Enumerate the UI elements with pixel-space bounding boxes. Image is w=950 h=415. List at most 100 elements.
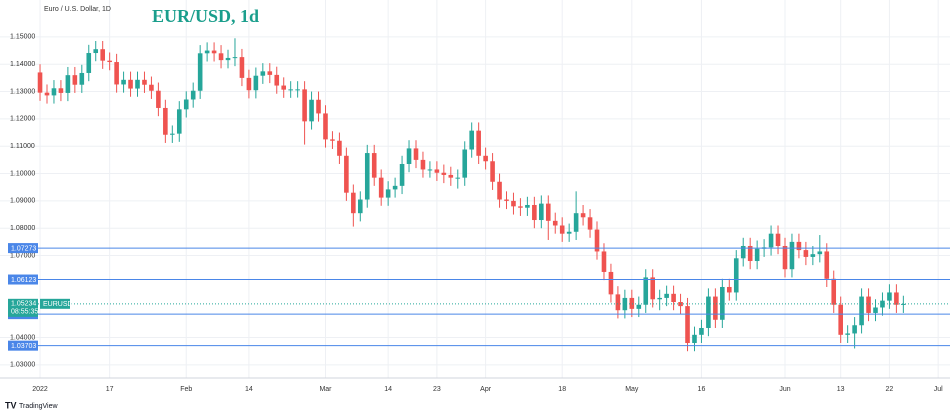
candle-body bbox=[170, 133, 175, 135]
candle-body bbox=[142, 79, 147, 85]
y-tick-label: 1.13000 bbox=[10, 88, 35, 95]
grid bbox=[0, 0, 950, 378]
x-tick-label: 14 bbox=[245, 386, 253, 393]
candle-body bbox=[128, 79, 133, 89]
price-level-tag bbox=[8, 274, 38, 285]
x-tick-label: 22 bbox=[886, 386, 894, 393]
candle-body bbox=[525, 204, 530, 208]
countdown: 08:55:35 bbox=[11, 309, 38, 316]
candle-body bbox=[594, 229, 600, 252]
candle-body bbox=[371, 153, 377, 178]
x-tick-label: 13 bbox=[837, 386, 845, 393]
y-tick-label: 1.03000 bbox=[10, 362, 35, 369]
x-tick-label: 16 bbox=[698, 386, 706, 393]
candle-body bbox=[692, 334, 697, 344]
price-level-label: 1.03703 bbox=[11, 343, 36, 350]
y-tick-label: 1.07000 bbox=[10, 252, 35, 259]
candle-body bbox=[643, 277, 649, 305]
candle-body bbox=[587, 217, 593, 230]
candle-body bbox=[894, 292, 899, 305]
logo: TV TradingView bbox=[5, 400, 58, 410]
candle-body bbox=[295, 89, 300, 91]
candle-body bbox=[713, 296, 718, 320]
candle-body bbox=[740, 245, 746, 259]
candle-body bbox=[873, 307, 878, 313]
candle-body bbox=[267, 71, 273, 75]
candle-body bbox=[211, 50, 217, 54]
logo-icon: TV bbox=[5, 400, 17, 410]
candle-body bbox=[448, 174, 454, 178]
price-level-label: 1.06123 bbox=[11, 277, 36, 284]
candle-body bbox=[775, 233, 781, 246]
candle-body bbox=[601, 251, 607, 272]
y-tick-label: 1.14000 bbox=[10, 61, 35, 68]
candle-body bbox=[782, 245, 788, 270]
candle-body bbox=[838, 304, 843, 335]
candle-body bbox=[580, 213, 586, 218]
x-tick-label: Apr bbox=[480, 386, 492, 393]
candle-body bbox=[392, 185, 398, 190]
candle-body bbox=[93, 49, 99, 54]
candle-body bbox=[532, 204, 537, 221]
candle-body bbox=[476, 130, 481, 156]
candle-body bbox=[323, 113, 328, 140]
candle-body bbox=[664, 293, 669, 298]
candle-body bbox=[573, 213, 579, 232]
candle-body bbox=[427, 169, 433, 171]
y-tick-label: 1.08000 bbox=[10, 225, 35, 232]
candle-body bbox=[810, 254, 816, 257]
y-tick-label: 1.11000 bbox=[10, 143, 35, 150]
candle-body bbox=[545, 203, 551, 221]
candle-body bbox=[866, 296, 871, 313]
candle-body bbox=[337, 140, 342, 156]
candle-body bbox=[44, 92, 50, 96]
symbol-label: EURUSD bbox=[43, 301, 73, 308]
x-tick-label: 17 bbox=[106, 386, 114, 393]
candle-body bbox=[511, 200, 516, 207]
candle-body bbox=[239, 57, 245, 78]
candle-body bbox=[121, 79, 126, 85]
candle-body bbox=[747, 245, 753, 262]
candle-body bbox=[246, 77, 252, 91]
candle-body bbox=[149, 84, 154, 91]
candle-body bbox=[225, 57, 231, 61]
candle-body bbox=[629, 297, 635, 309]
candle-body bbox=[796, 241, 802, 251]
logo-text: TradingView bbox=[19, 403, 58, 410]
symbol-tag bbox=[40, 298, 70, 309]
chart-title: EUR/USD, 1d bbox=[152, 6, 259, 26]
x-tick-label: 2022 bbox=[32, 386, 48, 393]
candle-body bbox=[357, 199, 363, 214]
candle-body bbox=[114, 62, 119, 85]
candle-body bbox=[79, 72, 85, 85]
candle-body bbox=[754, 248, 760, 262]
candle-body bbox=[566, 231, 572, 234]
candle-body bbox=[831, 278, 837, 305]
candle-body bbox=[469, 130, 474, 150]
candle-body bbox=[768, 233, 774, 248]
candle-body bbox=[559, 225, 565, 234]
candle-body bbox=[490, 161, 495, 182]
candle-body bbox=[309, 99, 314, 122]
candle-body bbox=[518, 206, 523, 208]
candle-body bbox=[413, 148, 419, 160]
candle-body bbox=[218, 53, 224, 61]
candles bbox=[37, 38, 906, 352]
price-level-tag bbox=[8, 340, 38, 351]
x-tick-label: Mar bbox=[319, 386, 332, 393]
y-tick-label: 1.12000 bbox=[10, 116, 35, 123]
candle-body bbox=[274, 74, 280, 86]
candle-body bbox=[86, 53, 92, 73]
x-tick-label: Jul bbox=[934, 386, 943, 393]
candle-body bbox=[845, 333, 850, 335]
candle-body bbox=[817, 251, 823, 255]
candle-body bbox=[385, 189, 391, 198]
candle-body bbox=[378, 177, 384, 198]
candle-body bbox=[253, 75, 259, 91]
candle-body bbox=[726, 286, 732, 293]
candle-body bbox=[37, 72, 43, 93]
candle-body bbox=[281, 85, 287, 90]
candle-body bbox=[441, 172, 447, 175]
x-tick-label: 14 bbox=[384, 386, 392, 393]
candle-body bbox=[608, 271, 614, 295]
